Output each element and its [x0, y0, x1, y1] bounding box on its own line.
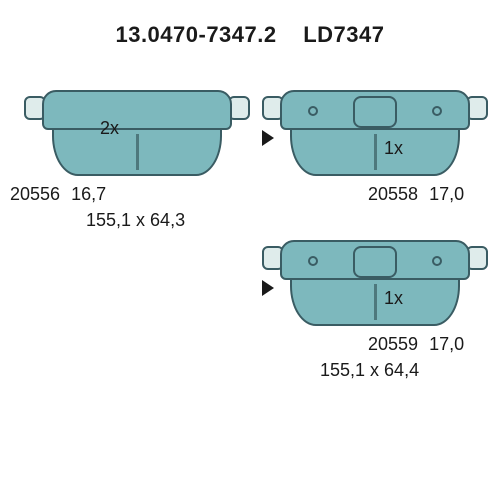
pad-code: 20558 17,0: [368, 184, 464, 205]
stud-icon: [432, 106, 442, 116]
qty-label: 1x: [384, 288, 403, 309]
dimension-text: 155,1 x 64,4: [320, 360, 419, 381]
pad-slot: [374, 134, 377, 170]
qty-label: 1x: [384, 138, 403, 159]
pad-backplate: [42, 90, 232, 130]
pad-slot: [136, 134, 139, 170]
pad-slot: [374, 284, 377, 320]
arrow-icon: [262, 130, 274, 146]
pad-code: 20559 17,0: [368, 334, 464, 355]
stud-icon: [432, 256, 442, 266]
pad-top-right: 1x: [280, 90, 470, 176]
stud-icon: [308, 256, 318, 266]
dimension-text: 155,1 x 64,3: [86, 210, 185, 231]
header: 13.0470-7347.2 LD7347: [0, 22, 500, 48]
diagram-stage: 13.0470-7347.2 LD7347 2x 20556 16,7 155,…: [0, 0, 500, 500]
pad-code: 20556 16,7: [10, 184, 106, 205]
stud-icon: [308, 106, 318, 116]
pad-top-left: 2x: [42, 90, 232, 176]
clip-icon: [353, 246, 397, 278]
arrow-icon: [262, 280, 274, 296]
ld-code: LD7347: [303, 22, 384, 47]
pad-bottom-right: 1x: [280, 240, 470, 326]
qty-label: 2x: [100, 118, 119, 139]
part-number: 13.0470-7347.2: [115, 22, 276, 47]
clip-icon: [353, 96, 397, 128]
